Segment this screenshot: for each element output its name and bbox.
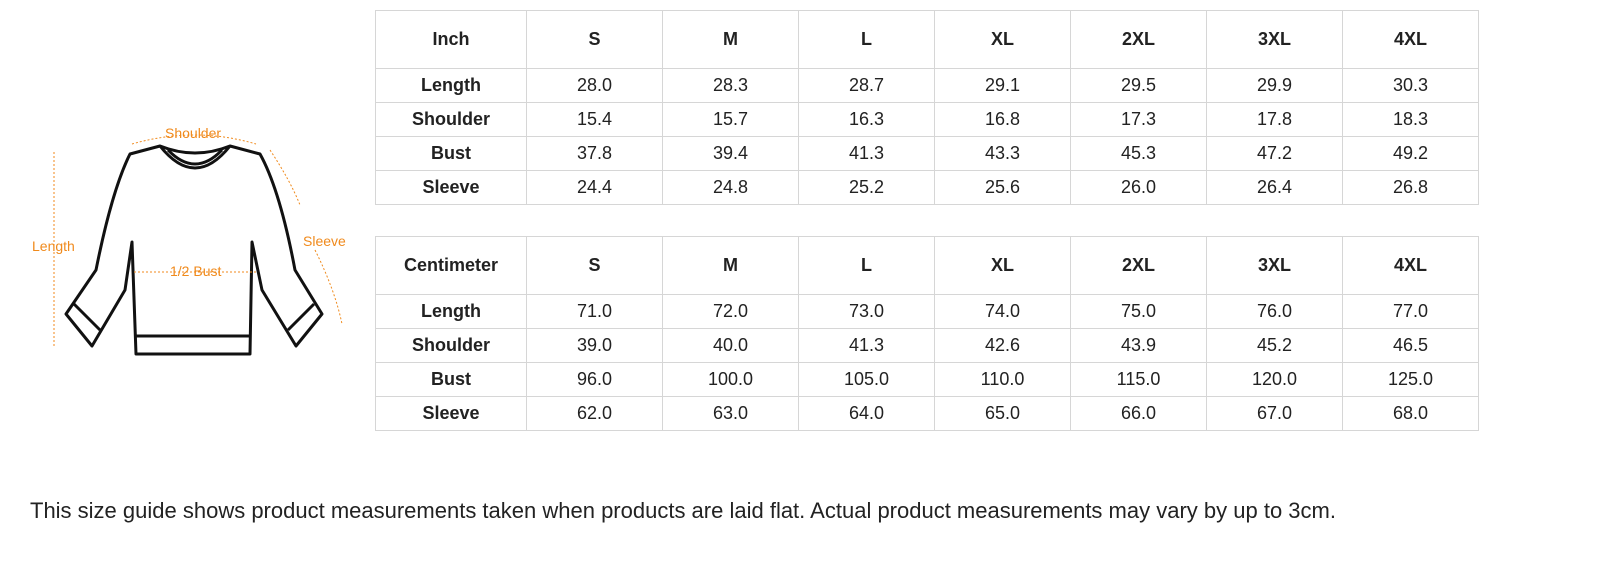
row-label: Sleeve bbox=[375, 396, 527, 431]
cell: 25.6 bbox=[934, 170, 1071, 205]
cell: 47.2 bbox=[1206, 136, 1343, 171]
cell: 110.0 bbox=[934, 362, 1071, 397]
table-row: Length 71.0 72.0 73.0 74.0 75.0 76.0 77.0 bbox=[375, 294, 1479, 329]
cell: 62.0 bbox=[526, 396, 663, 431]
header-cell: S bbox=[526, 236, 663, 295]
row-label: Length bbox=[375, 294, 527, 329]
header-row: Inch S M L XL 2XL 3XL 4XL bbox=[375, 10, 1479, 69]
cell: 43.9 bbox=[1070, 328, 1207, 363]
cell: 15.4 bbox=[526, 102, 663, 137]
row-label: Length bbox=[375, 68, 527, 103]
cell: 28.0 bbox=[526, 68, 663, 103]
cell: 37.8 bbox=[526, 136, 663, 171]
cell: 41.3 bbox=[798, 328, 935, 363]
label-shoulder: Shoulder bbox=[165, 125, 221, 141]
header-cell: 2XL bbox=[1070, 10, 1207, 69]
cell: 18.3 bbox=[1342, 102, 1479, 137]
cell: 96.0 bbox=[526, 362, 663, 397]
cell: 30.3 bbox=[1342, 68, 1479, 103]
cell: 26.8 bbox=[1342, 170, 1479, 205]
table-row: Length 28.0 28.3 28.7 29.1 29.5 29.9 30.3 bbox=[375, 68, 1479, 103]
cell: 43.3 bbox=[934, 136, 1071, 171]
header-cell: XL bbox=[934, 10, 1071, 69]
cell: 39.4 bbox=[662, 136, 799, 171]
row-label: Bust bbox=[375, 136, 527, 171]
label-bust: 1/2 Bust bbox=[170, 263, 221, 279]
size-table: Centimeter S M L XL 2XL 3XL 4XL Length 71.0 72.0 73… bbox=[375, 236, 1479, 431]
note: This size guide shows product measuremen… bbox=[30, 498, 1336, 523]
cell: 45.2 bbox=[1206, 328, 1343, 363]
cell: 75.0 bbox=[1070, 294, 1207, 329]
header-cell: 2XL bbox=[1070, 236, 1207, 295]
cell: 24.8 bbox=[662, 170, 799, 205]
cell: 63.0 bbox=[662, 396, 799, 431]
table-row: Shoulder 39.0 40.0 41.3 42.6 43.9 45.2 46.5 bbox=[375, 328, 1479, 363]
label-sleeve: Sleeve bbox=[303, 233, 346, 249]
cell: 15.7 bbox=[662, 102, 799, 137]
cell: 25.2 bbox=[798, 170, 935, 205]
cell: 16.3 bbox=[798, 102, 935, 137]
cell: 45.3 bbox=[1070, 136, 1207, 171]
sweater-diagram: Shoulder Length Sleeve 1/2 Bust bbox=[32, 125, 346, 356]
cell: 28.3 bbox=[662, 68, 799, 103]
row-label: Shoulder bbox=[375, 102, 527, 137]
cell: 40.0 bbox=[662, 328, 799, 363]
cell: 29.9 bbox=[1206, 68, 1343, 103]
cell: 71.0 bbox=[526, 294, 663, 329]
size-table: Inch S M L XL 2XL 3XL 4XL Length 28.0 28.3 28.7 29.1… bbox=[375, 10, 1479, 205]
table-row: Shoulder 15.4 15.7 16.3 16.8 17.3 17.8 18.3 bbox=[375, 102, 1479, 137]
header-cell: Centimeter bbox=[375, 236, 527, 295]
cell: 72.0 bbox=[662, 294, 799, 329]
cell: 68.0 bbox=[1342, 396, 1479, 431]
cell: 29.1 bbox=[934, 68, 1071, 103]
header-cell: Inch bbox=[375, 10, 527, 69]
header-cell: L bbox=[798, 236, 935, 295]
header-cell: 3XL bbox=[1206, 10, 1343, 69]
cell: 29.5 bbox=[1070, 68, 1207, 103]
header-cell: S bbox=[526, 10, 663, 69]
header-cell: 4XL bbox=[1342, 10, 1479, 69]
cell: 115.0 bbox=[1070, 362, 1207, 397]
table-row: Bust 96.0 100.0 105.0 110.0 115.0 120.0 125.0 bbox=[375, 362, 1479, 397]
table-row: Bust 37.8 39.4 41.3 43.3 45.3 47.2 49.2 bbox=[375, 136, 1479, 171]
header-row: Centimeter S M L XL 2XL 3XL 4XL bbox=[375, 236, 1479, 295]
cell: 39.0 bbox=[526, 328, 663, 363]
cell: 73.0 bbox=[798, 294, 935, 329]
row-label: Shoulder bbox=[375, 328, 527, 363]
label-length: Length bbox=[32, 238, 75, 254]
cell: 24.4 bbox=[526, 170, 663, 205]
cell: 17.3 bbox=[1070, 102, 1207, 137]
header-cell: M bbox=[662, 236, 799, 295]
cell: 65.0 bbox=[934, 396, 1071, 431]
cell: 100.0 bbox=[662, 362, 799, 397]
cell: 74.0 bbox=[934, 294, 1071, 329]
cell: 120.0 bbox=[1206, 362, 1343, 397]
table-row: Sleeve 24.4 24.8 25.2 25.6 26.0 26.4 26.8 bbox=[375, 170, 1479, 205]
cell: 66.0 bbox=[1070, 396, 1207, 431]
cell: 46.5 bbox=[1342, 328, 1479, 363]
row-label: Bust bbox=[375, 362, 527, 397]
cell: 105.0 bbox=[798, 362, 935, 397]
cell: 67.0 bbox=[1206, 396, 1343, 431]
cell: 41.3 bbox=[798, 136, 935, 171]
header-cell: M bbox=[662, 10, 799, 69]
cell: 64.0 bbox=[798, 396, 935, 431]
cell: 16.8 bbox=[934, 102, 1071, 137]
cell: 26.4 bbox=[1206, 170, 1343, 205]
cell: 42.6 bbox=[934, 328, 1071, 363]
header-cell: 4XL bbox=[1342, 236, 1479, 295]
cell: 76.0 bbox=[1206, 294, 1343, 329]
cell: 77.0 bbox=[1342, 294, 1479, 329]
cell: 49.2 bbox=[1342, 136, 1479, 171]
table-row: Sleeve 62.0 63.0 64.0 65.0 66.0 67.0 68.0 bbox=[375, 396, 1479, 431]
cell: 28.7 bbox=[798, 68, 935, 103]
row-label: Sleeve bbox=[375, 170, 527, 205]
header-cell: 3XL bbox=[1206, 236, 1343, 295]
header-cell: XL bbox=[934, 236, 1071, 295]
cell: 17.8 bbox=[1206, 102, 1343, 137]
cell: 26.0 bbox=[1070, 170, 1207, 205]
cell: 125.0 bbox=[1342, 362, 1479, 397]
header-cell: L bbox=[798, 10, 935, 69]
